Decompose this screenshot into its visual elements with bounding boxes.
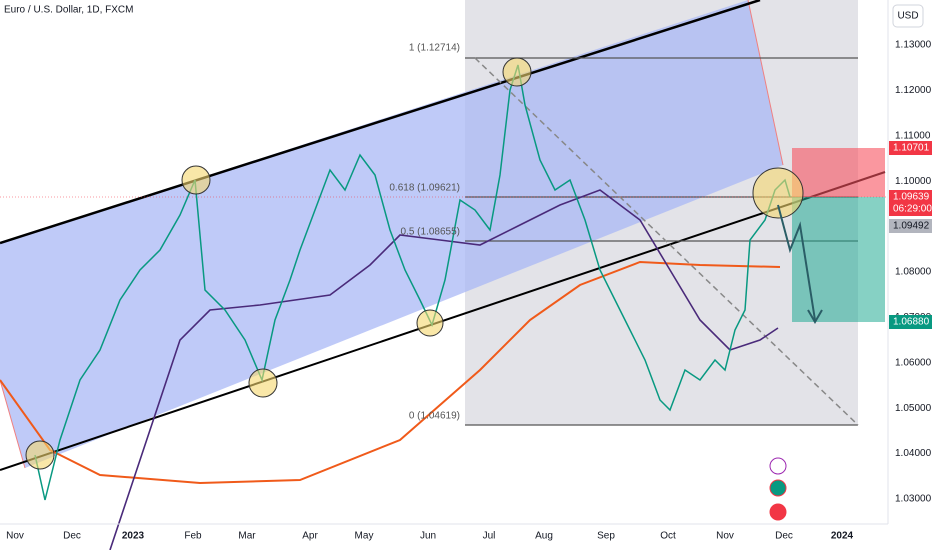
currency-button[interactable] [892, 4, 924, 28]
price-label: 1.04000 [895, 448, 932, 459]
price-label: 1.12000 [895, 85, 932, 96]
stop-zone [792, 148, 885, 197]
time-label: Oct [660, 531, 676, 542]
time-label: Feb [184, 531, 202, 542]
fib-label: 0 (1.04619) [409, 411, 460, 422]
time-label: Jul [483, 531, 496, 542]
ma-short [109, 189, 779, 550]
arrow [777, 204, 816, 321]
time-label: May [355, 531, 374, 542]
fib-label: 0.618 (1.09621) [389, 183, 460, 194]
time-label: Sep [597, 531, 615, 542]
price-label: 1.03000 [895, 494, 932, 505]
fib-label: 1 (1.12714) [409, 43, 460, 54]
price-tag-label: 1.10701 [893, 143, 930, 154]
arrow-head [807, 309, 823, 324]
currency: USD [897, 11, 918, 22]
price-tag [889, 315, 932, 329]
fib-label: 0.5 (1.08655) [401, 227, 461, 238]
diagonal [474, 57, 859, 426]
time-label: Dec [63, 531, 81, 542]
time-label: Dec [775, 531, 793, 542]
price-axis [888, 0, 932, 550]
ma-long [0, 260, 781, 485]
time-label: Nov [716, 531, 734, 542]
price-tag-timer: 06:29:00 [893, 204, 932, 215]
time-label: Jun [420, 531, 436, 542]
price-tag-label: 1.09492 [893, 221, 930, 232]
price-label: 1.11000 [895, 130, 931, 141]
price-tag-label: 1.09639 [893, 192, 930, 203]
time-label: 2024 [831, 531, 854, 542]
target-zone [792, 197, 885, 322]
time-label: Mar [238, 531, 256, 542]
channel-edge [0, 379, 26, 469]
symbol-title: Euro / U.S. Dollar, 1D, FXCM [4, 5, 133, 16]
channel-edge [747, 0, 784, 166]
time-label: Apr [302, 531, 318, 542]
time-label: Nov [6, 531, 24, 542]
price-tag [889, 190, 932, 216]
circles [25, 57, 804, 470]
icons[interactable] [769, 457, 787, 521]
channel-top [0, 0, 761, 245]
price-label: 1.05000 [895, 403, 932, 414]
price-tag [889, 141, 932, 155]
price-tag-label: 1.06880 [893, 317, 930, 328]
price-label: 1.08000 [895, 267, 932, 278]
price-tag [889, 219, 932, 233]
price-label: 1.10000 [895, 176, 932, 187]
time-label: Aug [535, 531, 553, 542]
price-label: 1.06000 [895, 357, 932, 368]
price-label: 1.13000 [895, 40, 932, 51]
time-label: 2023 [122, 531, 145, 542]
